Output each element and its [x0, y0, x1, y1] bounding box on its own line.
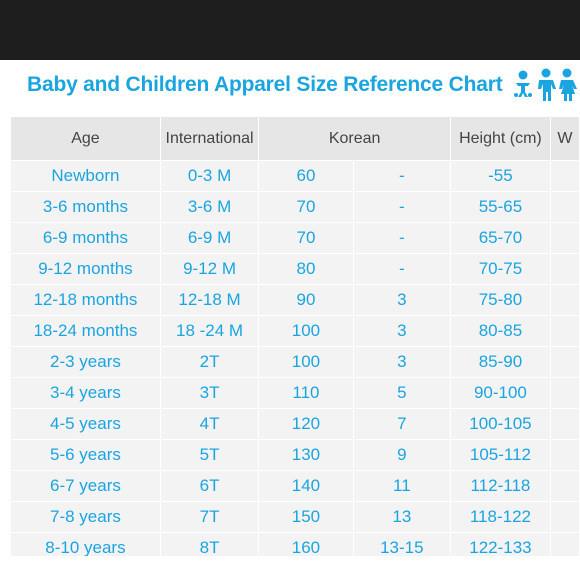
- cell-korean-alt: -: [352, 222, 452, 254]
- header-age: Age: [10, 116, 161, 161]
- cell-korean: 70: [258, 222, 354, 254]
- size-table: Age International Korean Height (cm) W N…: [10, 116, 580, 564]
- cell-international: 7T: [159, 501, 260, 533]
- table-row: 3-6 months 3-6 M 70-55-65: [10, 191, 580, 223]
- cell-height: 75-80: [450, 284, 551, 316]
- cell-international: 3T: [159, 377, 260, 409]
- cell-korean: 90: [258, 284, 354, 316]
- cell-height: 70-75: [450, 253, 551, 285]
- cell-korean: 120: [258, 408, 354, 440]
- cell-korean-alt: 3: [352, 315, 452, 347]
- cell-age: 4-5 years: [10, 408, 161, 440]
- header-international: International: [159, 116, 260, 161]
- cell-weight: [549, 315, 580, 347]
- table-row: 6-9 months 6-9 M 70-65-70: [10, 222, 580, 254]
- family-icon: [514, 68, 577, 101]
- cell-korean: 60: [258, 160, 354, 192]
- table-row: 12-18 months 12-18 M 90 3 75-80: [10, 284, 580, 316]
- cell-height: -55: [450, 160, 551, 192]
- cell-age: 3-6 months: [10, 191, 161, 223]
- cell-korean: 110: [258, 377, 354, 409]
- cell-korean: 100: [258, 315, 354, 347]
- cell-international: 6T: [159, 470, 260, 502]
- cell-korean-alt: 3: [352, 284, 452, 316]
- cell-age: 6-9 months: [10, 222, 161, 254]
- cell-height: 100-105: [450, 408, 551, 440]
- cell-height: 112-118: [450, 470, 551, 502]
- cell-age: 6-7 years: [10, 470, 161, 502]
- cell-international: 9-12 M: [159, 253, 260, 285]
- table-row: 9-12 months 9-12 M 80-70-75: [10, 253, 580, 285]
- cell-korean-alt: -: [352, 253, 452, 285]
- cell-age: 12-18 months: [10, 284, 161, 316]
- cell-korean: 140: [258, 470, 354, 502]
- cell-korean: 100: [258, 346, 354, 378]
- cell-height: 118-122: [450, 501, 551, 533]
- cell-international: 3-6 M: [159, 191, 260, 223]
- cell-international: 2T: [159, 346, 260, 378]
- table-row: Newborn 0-3 M 60- -55: [10, 160, 580, 192]
- chart-title: Baby and Children Apparel Size Reference…: [27, 73, 503, 96]
- cell-international: 0-3 M: [159, 160, 260, 192]
- cell-weight: [549, 470, 580, 502]
- header-korean: Korean: [258, 116, 451, 161]
- cell-korean-alt: 13: [352, 501, 452, 533]
- cell-height: 85-90: [450, 346, 551, 378]
- cell-weight: [549, 408, 580, 440]
- cell-korean: 80: [258, 253, 354, 285]
- cell-international: 6-9 M: [159, 222, 260, 254]
- table-row: 2-3 years 2T 100 3 85-90: [10, 346, 580, 378]
- cell-weight: [549, 501, 580, 533]
- cell-weight: [549, 160, 580, 192]
- cell-korean-alt: 5: [352, 377, 452, 409]
- cell-height: 80-85: [450, 315, 551, 347]
- header-height: Height (cm): [450, 116, 551, 161]
- cell-age: 18-24 months: [10, 315, 161, 347]
- cell-height: 65-70: [450, 222, 551, 254]
- cell-weight: [549, 253, 580, 285]
- cell-age: 3-4 years: [10, 377, 161, 409]
- cell-international: 5T: [159, 439, 260, 471]
- cell-korean: 150: [258, 501, 354, 533]
- table-row: 4-5 years 4T 120 7 100-105: [10, 408, 580, 440]
- table-header-row: Age International Korean Height (cm) W: [10, 116, 580, 161]
- cell-international: 4T: [159, 408, 260, 440]
- cell-korean: 70: [258, 191, 354, 223]
- cell-international: 12-18 M: [159, 284, 260, 316]
- cell-korean-alt: -: [352, 191, 452, 223]
- top-bar: [0, 0, 580, 60]
- cell-age: Newborn: [10, 160, 161, 192]
- cell-korean: 130: [258, 439, 354, 471]
- cell-weight: [549, 284, 580, 316]
- bottom-edge: [0, 556, 580, 580]
- cell-age: 9-12 months: [10, 253, 161, 285]
- table-row: 7-8 years 7T 150 13 118-122: [10, 501, 580, 533]
- cell-korean-alt: 3: [352, 346, 452, 378]
- cell-height: 105-112: [450, 439, 551, 471]
- cell-height: 55-65: [450, 191, 551, 223]
- cell-weight: [549, 346, 580, 378]
- cell-age: 5-6 years: [10, 439, 161, 471]
- cell-weight: [549, 377, 580, 409]
- cell-korean-alt: 9: [352, 439, 452, 471]
- table-row: 6-7 years 6T 140 11 112-118: [10, 470, 580, 502]
- cell-age: 7-8 years: [10, 501, 161, 533]
- cell-korean-alt: 7: [352, 408, 452, 440]
- table-row: 5-6 years 5T 130 9 105-112: [10, 439, 580, 471]
- table-row: 18-24 months 18 -24 M 100 3 80-85: [10, 315, 580, 347]
- header-weight-partial: W: [549, 116, 580, 161]
- cell-korean-alt: 11: [352, 470, 452, 502]
- cell-weight: [549, 439, 580, 471]
- cell-age: 2-3 years: [10, 346, 161, 378]
- cell-height: 90-100: [450, 377, 551, 409]
- cell-international: 18 -24 M: [159, 315, 260, 347]
- cell-weight: [549, 222, 580, 254]
- table-row: 3-4 years 3T 110 5 90-100: [10, 377, 580, 409]
- cell-weight: [549, 191, 580, 223]
- cell-korean-alt: -: [352, 160, 452, 192]
